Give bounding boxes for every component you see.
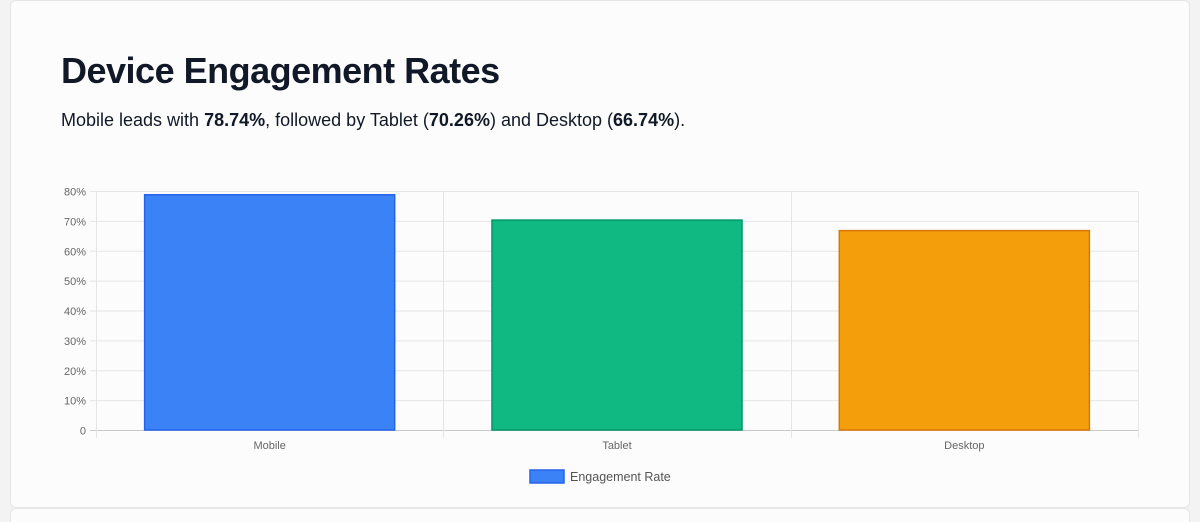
y-tick-label: 80% — [64, 187, 86, 199]
bars — [143, 194, 1091, 431]
summary-prefix: Mobile leads with — [61, 110, 205, 130]
summary-desktop-value: 66.74% — [613, 110, 675, 130]
y-tick-label: 20% — [64, 366, 86, 378]
bar-tablet[interactable] — [491, 219, 743, 431]
x-tick-label: Desktop — [944, 440, 984, 452]
axes: 0 10% 20% 30% 40% 50% 60% 70% 80% Mobile Tablet Des… — [64, 187, 985, 453]
bar-mobile[interactable] — [143, 194, 396, 431]
next-card-edge — [10, 508, 1190, 522]
chart-summary: Mobile leads with 78.74%, followed by Ta… — [61, 110, 685, 131]
y-tick-label: 40% — [64, 306, 86, 318]
y-tick-label: 60% — [64, 246, 86, 258]
bar-desktop[interactable] — [838, 229, 1091, 431]
legend-label[interactable]: Engagement Rate — [570, 470, 671, 484]
x-tick-label: Mobile — [253, 440, 285, 452]
page-title: Device Engagement Rates — [61, 50, 500, 91]
x-tick-label: Tablet — [602, 440, 631, 452]
y-tick-label: 50% — [64, 276, 86, 288]
summary-suffix: ). — [674, 110, 686, 130]
summary-middle-2: ) and Desktop ( — [489, 110, 614, 130]
summary-middle-1: , followed by Tablet ( — [265, 110, 429, 130]
summary-mobile-value: 78.74% — [204, 110, 266, 130]
y-tick-label: 10% — [64, 396, 86, 408]
legend[interactable]: Engagement Rate — [529, 469, 671, 484]
summary-tablet-value: 70.26% — [428, 110, 490, 130]
y-tick-label: 0 — [80, 426, 86, 438]
y-tick-label: 30% — [64, 336, 86, 348]
legend-swatch[interactable] — [529, 469, 565, 484]
y-tick-label: 70% — [64, 216, 86, 228]
